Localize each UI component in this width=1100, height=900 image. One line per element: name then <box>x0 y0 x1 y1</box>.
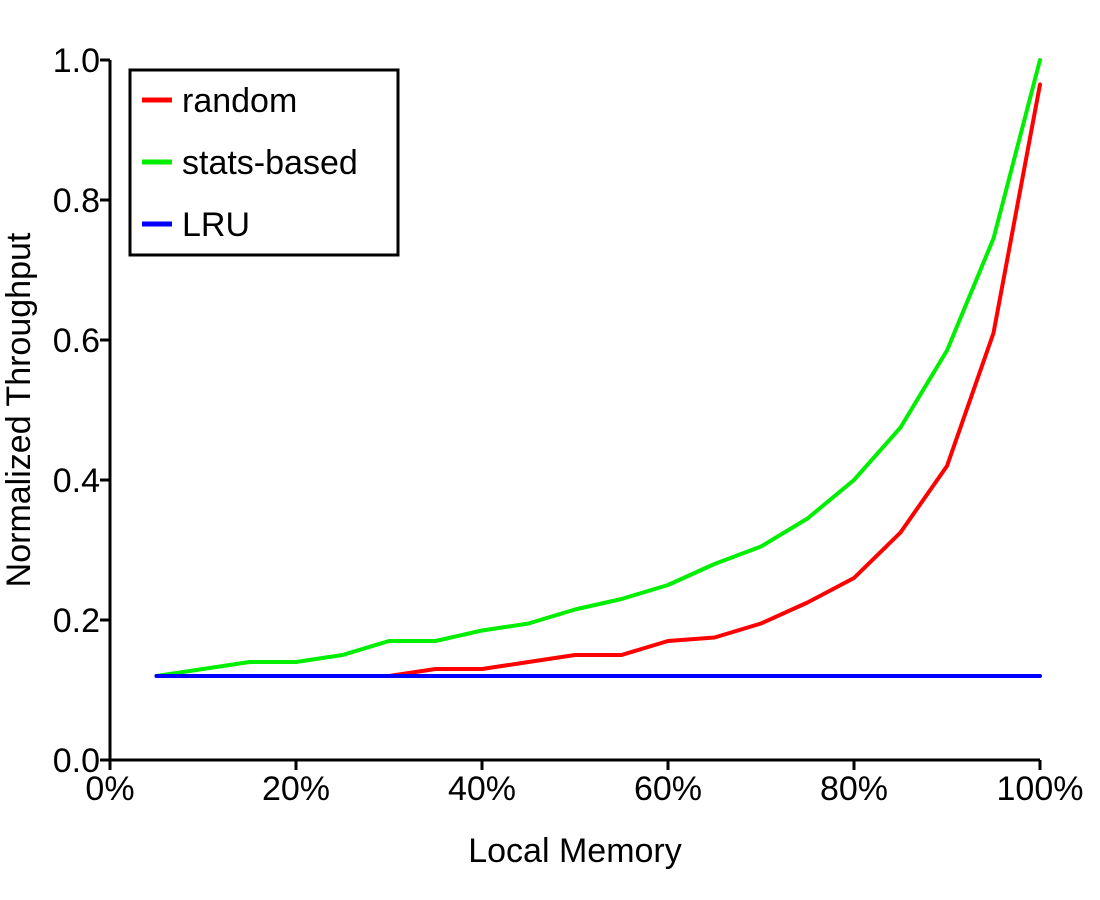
ticks: 0.0 0.2 0.4 0.6 0.8 1.0 0% 20% 40% 60% 80% 100% <box>53 42 1084 808</box>
y-tick-label: 0.0 <box>53 742 100 780</box>
y-tick-label: 0.4 <box>53 462 100 500</box>
x-tick-label: 100% <box>997 770 1084 808</box>
y-tick-label: 0.6 <box>53 322 100 360</box>
legend-label-lru: LRU <box>182 206 250 244</box>
series-lines <box>154 58 1042 678</box>
y-tick-label: 0.8 <box>53 182 100 220</box>
x-tick-label: 0% <box>85 770 134 808</box>
legend: random stats-based LRU <box>128 68 400 257</box>
legend-box <box>128 68 400 257</box>
x-tick-label: 80% <box>820 770 888 808</box>
x-axis-title: Local Memory <box>468 832 682 870</box>
legend-label-stats-based: stats-based <box>182 144 358 182</box>
y-tick-label: 1.0 <box>53 42 100 80</box>
x-tick-label: 60% <box>634 770 702 808</box>
series-line-stats-based <box>154 58 1042 678</box>
x-tick-label: 20% <box>262 770 330 808</box>
y-axis-title: Normalized Throughput <box>0 232 38 587</box>
y-tick-label: 0.2 <box>53 602 100 640</box>
axes <box>108 60 1040 762</box>
x-tick-label: 40% <box>448 770 516 808</box>
legend-label-random: random <box>182 82 297 120</box>
